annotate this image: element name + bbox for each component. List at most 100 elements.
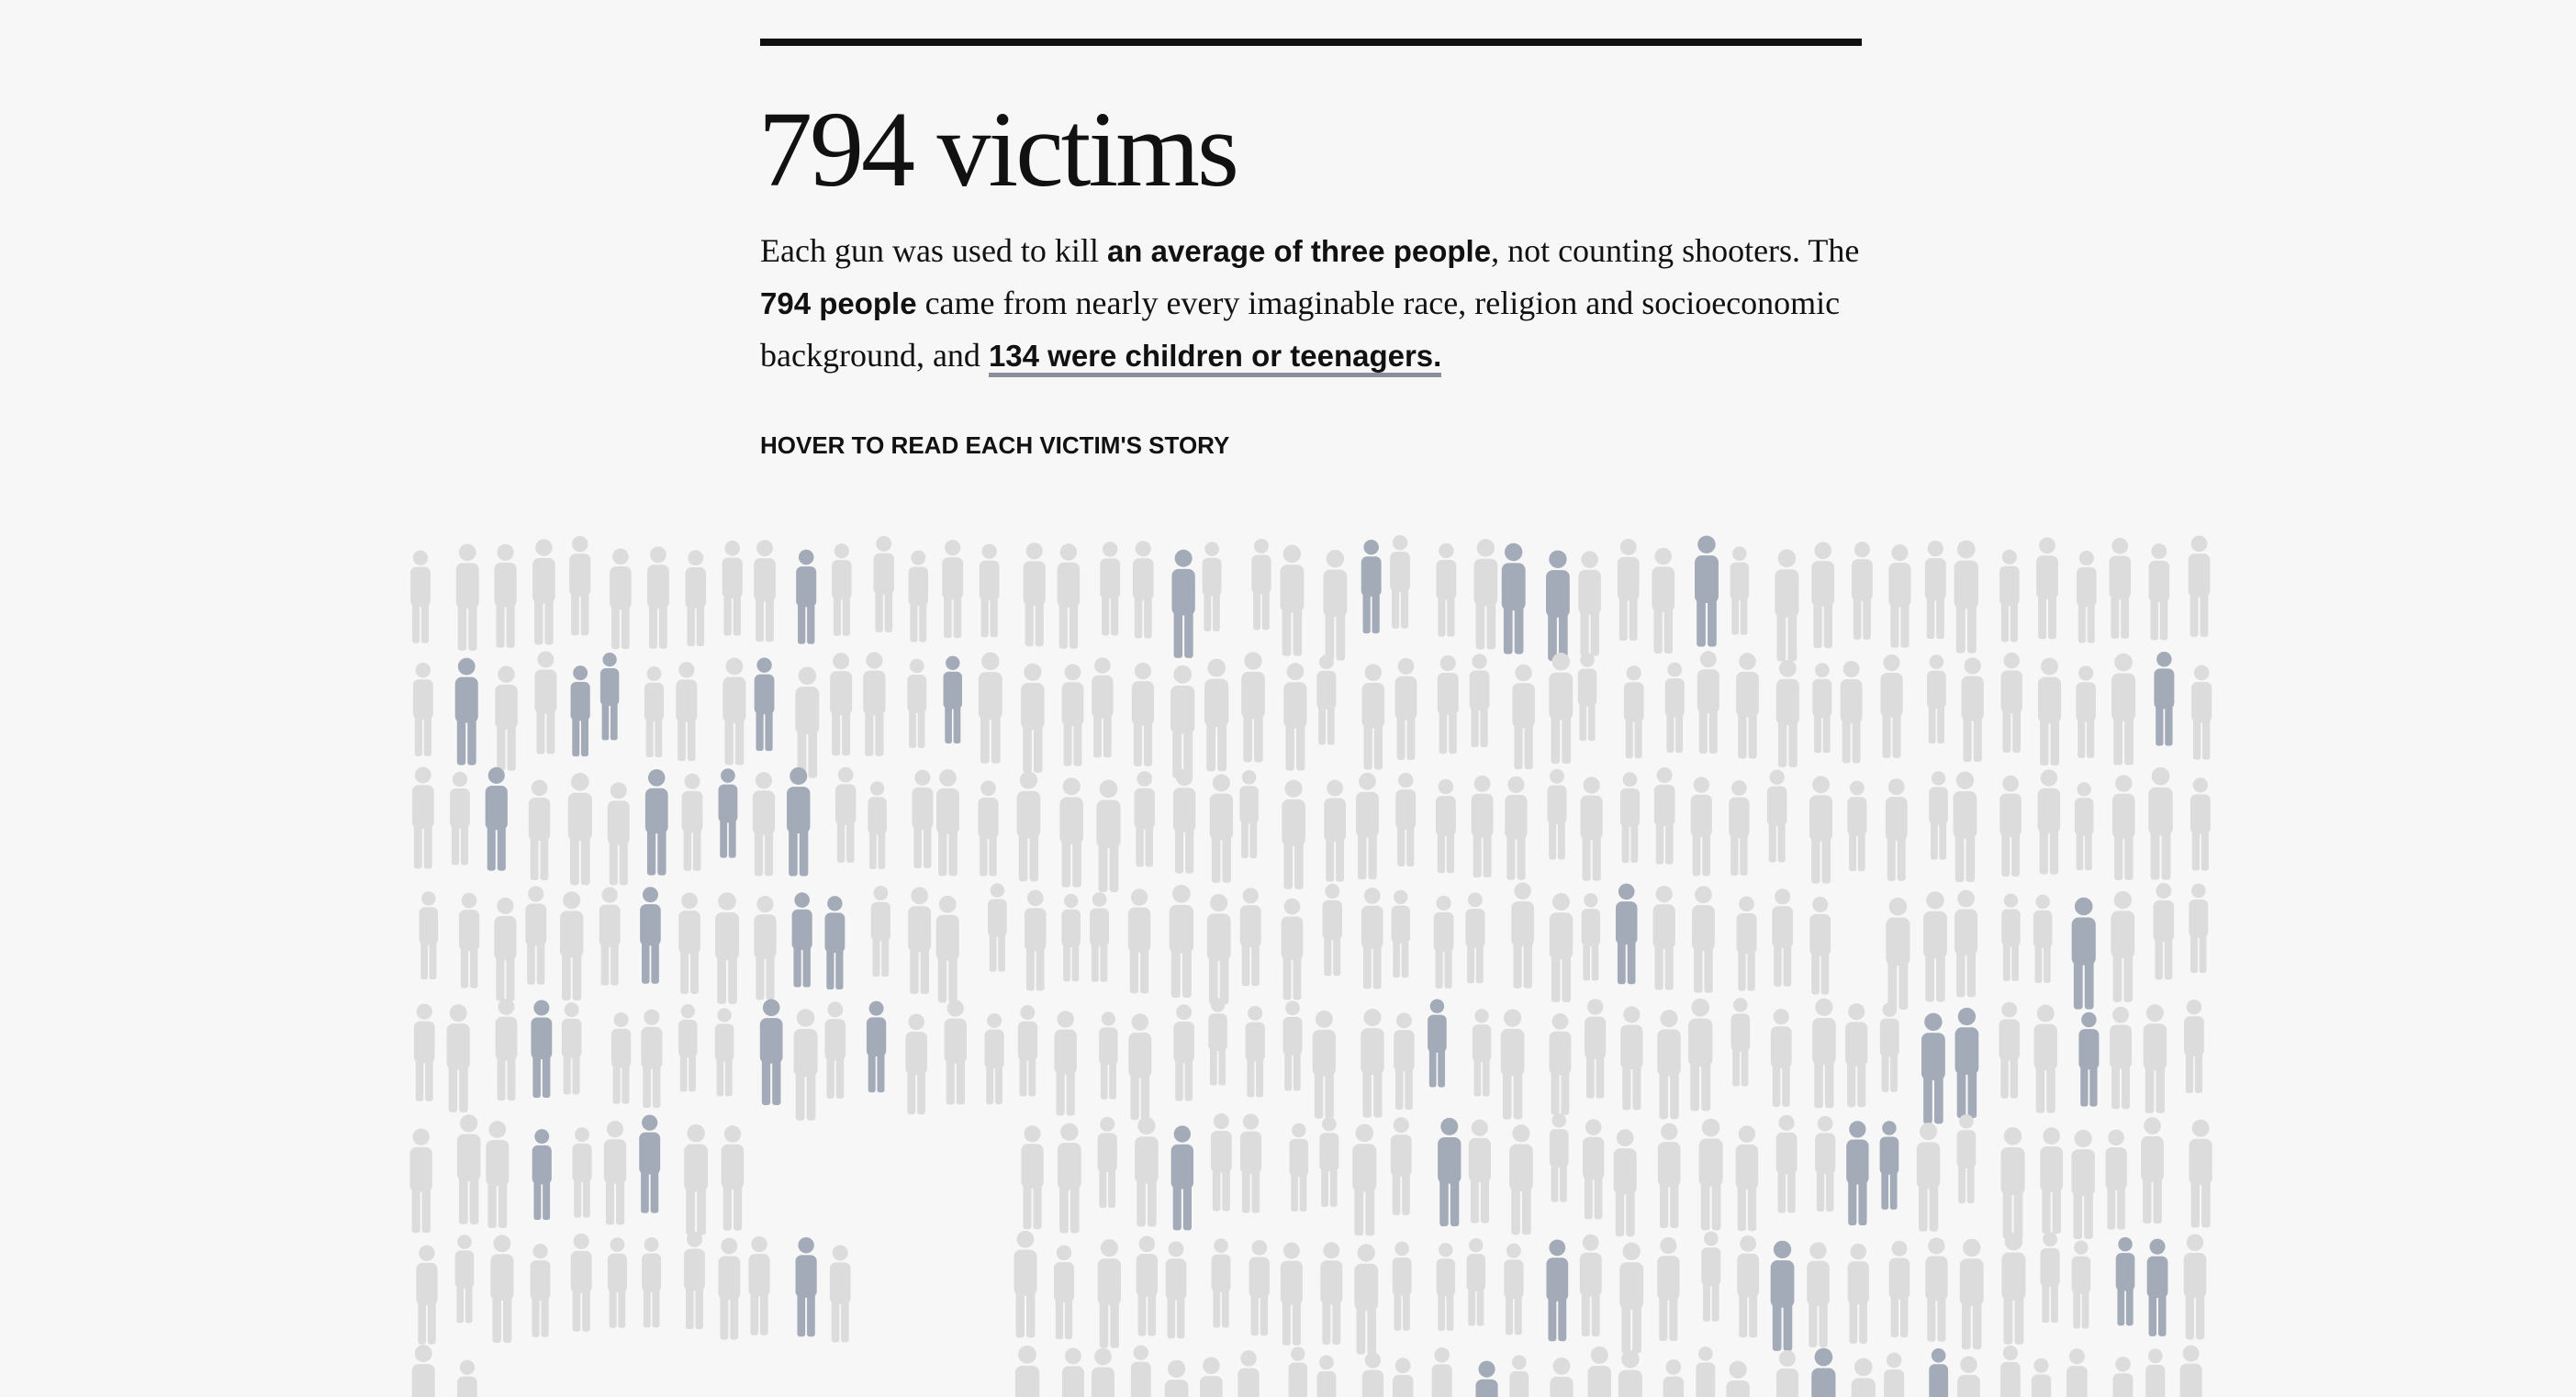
victim-figure[interactable]: [607, 782, 630, 886]
victim-figure[interactable]: [1623, 665, 1644, 759]
victim-figure[interactable]: [1550, 1357, 1574, 1397]
victim-figure[interactable]: [2105, 1129, 2127, 1230]
victim-figure[interactable]: [1925, 1237, 1948, 1342]
victim-figure[interactable]: [2040, 1232, 2060, 1324]
victim-figure[interactable]: [2071, 897, 2096, 1010]
victim-figure[interactable]: [1726, 1360, 1750, 1397]
victim-figure[interactable]: [1775, 1114, 1798, 1213]
victim-figure[interactable]: [572, 1127, 592, 1218]
victim-figure[interactable]: [1999, 775, 2022, 877]
victim-figure[interactable]: [1132, 541, 1154, 639]
victim-figure[interactable]: [2077, 551, 2097, 643]
victim-figure[interactable]: [1249, 1239, 1270, 1336]
victim-figure[interactable]: [2143, 1004, 2167, 1113]
victim-figure[interactable]: [1698, 1118, 1723, 1231]
victim-figure[interactable]: [1766, 769, 1787, 863]
victim-figure[interactable]: [646, 546, 669, 649]
victim-figure[interactable]: [455, 543, 479, 651]
victim-figure[interactable]: [1652, 885, 1675, 990]
victim-figure[interactable]: [1282, 779, 1305, 889]
victim-figure[interactable]: [1361, 888, 1383, 989]
victim-figure[interactable]: [1054, 1245, 1074, 1340]
victim-figure[interactable]: [1583, 1119, 1605, 1220]
victim-figure[interactable]: [793, 1009, 818, 1121]
victim-figure[interactable]: [984, 1012, 1004, 1105]
victim-figure[interactable]: [1620, 1006, 1643, 1111]
victim-figure[interactable]: [1959, 1238, 1984, 1350]
victim-figure[interactable]: [1361, 1009, 1384, 1118]
victim-figure[interactable]: [2066, 1348, 2088, 1397]
victim-figure[interactable]: [907, 658, 927, 748]
victim-figure[interactable]: [1211, 1238, 1231, 1328]
victim-figure[interactable]: [1549, 893, 1574, 1002]
victim-figure[interactable]: [722, 540, 743, 636]
victim-figure[interactable]: [715, 892, 740, 1004]
victim-figure[interactable]: [1131, 662, 1155, 766]
victim-figure[interactable]: [1472, 1009, 1492, 1097]
victim-figure[interactable]: [1241, 652, 1265, 763]
victim-figure[interactable]: [569, 535, 591, 636]
victim-figure[interactable]: [1845, 1003, 1868, 1108]
victim-figure[interactable]: [559, 891, 584, 1000]
victim-figure[interactable]: [685, 550, 706, 646]
victim-figure[interactable]: [1653, 766, 1675, 865]
victim-figure[interactable]: [1840, 661, 1863, 764]
victim-figure[interactable]: [2000, 1127, 2025, 1239]
victim-figure[interactable]: [610, 1011, 632, 1104]
victim-figure[interactable]: [1059, 777, 1083, 888]
victim-figure[interactable]: [722, 657, 746, 766]
victim-figure[interactable]: [639, 1114, 661, 1213]
victim-figure[interactable]: [1312, 1010, 1336, 1119]
victim-figure[interactable]: [1316, 1355, 1337, 1397]
victim-figure[interactable]: [1014, 1230, 1037, 1338]
victim-figure[interactable]: [1657, 1236, 1680, 1342]
victim-figure[interactable]: [678, 892, 700, 994]
victim-figure[interactable]: [1953, 771, 1977, 882]
victim-figure[interactable]: [409, 1128, 432, 1234]
victim-figure[interactable]: [1772, 888, 1794, 987]
victim-figure[interactable]: [1736, 653, 1759, 759]
victim-figure[interactable]: [1812, 663, 1832, 754]
victim-figure[interactable]: [410, 550, 431, 643]
victim-figure[interactable]: [1501, 542, 1526, 654]
intro-link[interactable]: 134 were children or teenagers.: [988, 339, 1442, 377]
victim-figure[interactable]: [1354, 1244, 1379, 1355]
victim-figure[interactable]: [1437, 654, 1459, 754]
victim-figure[interactable]: [1017, 1005, 1038, 1097]
victim-figure[interactable]: [640, 887, 661, 984]
victim-figure[interactable]: [1929, 771, 1948, 860]
victim-figure[interactable]: [532, 539, 555, 645]
victim-figure[interactable]: [1097, 1116, 1117, 1208]
victim-figure[interactable]: [718, 1237, 741, 1340]
victim-figure[interactable]: [1251, 538, 1271, 631]
victim-figure[interactable]: [570, 665, 590, 757]
victim-figure[interactable]: [1204, 658, 1229, 772]
victim-figure[interactable]: [1100, 542, 1121, 636]
victim-figure[interactable]: [2112, 775, 2135, 880]
victim-figure[interactable]: [1392, 1358, 1414, 1397]
victim-figure[interactable]: [2037, 657, 2062, 766]
victim-figure[interactable]: [1127, 888, 1151, 994]
victim-figure[interactable]: [978, 780, 999, 877]
victim-figure[interactable]: [1811, 1347, 1836, 1397]
victim-figure[interactable]: [754, 540, 776, 643]
victim-figure[interactable]: [1664, 662, 1685, 754]
victim-figure[interactable]: [2183, 1234, 2207, 1340]
victim-figure[interactable]: [1468, 1119, 1491, 1224]
victim-figure[interactable]: [1652, 547, 1675, 654]
victim-figure[interactable]: [528, 779, 551, 881]
victim-figure[interactable]: [791, 892, 812, 988]
victim-figure[interactable]: [1173, 1004, 1194, 1101]
victim-figure[interactable]: [599, 652, 620, 741]
victim-figure[interactable]: [2188, 535, 2211, 637]
victim-figure[interactable]: [1097, 1239, 1122, 1348]
victim-figure[interactable]: [1613, 1129, 1637, 1237]
victim-figure[interactable]: [644, 769, 668, 876]
victim-figure[interactable]: [1391, 889, 1411, 978]
victim-figure[interactable]: [1954, 540, 1978, 654]
victim-figure[interactable]: [748, 1235, 770, 1336]
victim-figure[interactable]: [1956, 1113, 1977, 1203]
victim-figure[interactable]: [943, 655, 963, 744]
victim-figure[interactable]: [1663, 1359, 1685, 1397]
victim-figure[interactable]: [495, 665, 518, 771]
